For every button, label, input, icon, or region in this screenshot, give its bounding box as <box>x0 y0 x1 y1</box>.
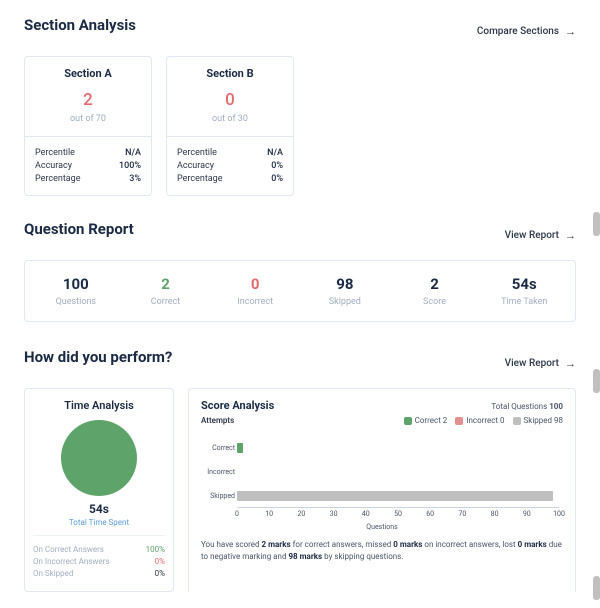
compare-sections-label: Compare Sections <box>477 26 559 37</box>
qr-cell: 98 Skipped <box>300 275 390 307</box>
scrollbar-thumb <box>593 369 600 393</box>
chart-ylabel: Correct <box>201 444 235 452</box>
legend-item: Correct 2 <box>404 416 448 425</box>
qr-label: Questions <box>31 297 121 307</box>
chart-ylabel: Skipped <box>201 492 235 500</box>
chart-xtick: 70 <box>458 510 466 518</box>
qr-cell: 2 Score <box>390 275 480 307</box>
time-stat-row: On Skipped0% <box>33 569 165 578</box>
performance-heading: How did you perform? <box>24 348 172 366</box>
qr-cell: 2 Correct <box>121 275 211 307</box>
section-cards: Section A 2 out of 70 PercentileN/A Accuracy… <box>24 56 576 196</box>
qr-value: 2 <box>121 275 211 293</box>
attempts-label: Attempts <box>201 416 234 425</box>
qr-label: Score <box>390 297 480 307</box>
legend-item: Skipped 98 <box>513 416 563 425</box>
qr-value: 98 <box>300 275 390 293</box>
chart-xtick: 30 <box>330 510 338 518</box>
time-sublabel: Total Time Spent <box>33 518 165 527</box>
section-outof: out of 30 <box>175 114 285 124</box>
view-report-link[interactable]: View Report → <box>505 229 576 242</box>
section-score: 0 <box>175 90 285 110</box>
chart-xtick: 0 <box>235 510 239 518</box>
question-report-heading: Question Report <box>24 220 134 238</box>
scrollbar-thumb <box>593 212 600 236</box>
arrow-right-icon: → <box>565 25 576 38</box>
stat-percentile: PercentileN/A <box>177 148 283 158</box>
chart-xtick: 20 <box>297 510 305 518</box>
score-analysis-card: Score Analysis Total Questions 100 Attem… <box>188 388 576 592</box>
section-title: Section B <box>175 67 285 80</box>
qr-value: 100 <box>31 275 121 293</box>
stat-percentage: Percentage0% <box>177 174 283 184</box>
stat-percentage: Percentage3% <box>35 174 141 184</box>
qr-cell: 100 Questions <box>31 275 121 307</box>
attempts-bar-chart: 0102030405060708090100CorrectIncorrectSk… <box>237 433 559 519</box>
section-analysis-heading: Section Analysis <box>24 16 136 34</box>
qr-label: Incorrect <box>210 297 300 307</box>
chart-xlabel: Questions <box>201 523 563 531</box>
view-report-link-2[interactable]: View Report → <box>505 357 576 370</box>
time-value: 54s <box>33 502 165 516</box>
qr-label: Correct <box>121 297 211 307</box>
arrow-right-icon: → <box>565 229 576 242</box>
time-stat-row: On Incorrect Answers0% <box>33 557 165 566</box>
chart-xtick: 80 <box>491 510 499 518</box>
score-summary-text: You have scored 2 marks for correct answ… <box>201 539 563 563</box>
qr-label: Time Taken <box>479 297 569 307</box>
chart-xtick: 40 <box>362 510 370 518</box>
chart-bar-row: Skipped <box>237 483 559 509</box>
total-questions: Total Questions 100 <box>491 402 563 411</box>
qr-value: 2 <box>390 275 480 293</box>
qr-label: Skipped <box>300 297 390 307</box>
stat-percentile: PercentileN/A <box>35 148 141 158</box>
section-score: 2 <box>33 90 143 110</box>
section-card[interactable]: Section A 2 out of 70 PercentileN/A Accuracy… <box>24 56 152 196</box>
stat-accuracy: Accuracy100% <box>35 161 141 171</box>
chart-xtick: 60 <box>426 510 434 518</box>
chart-legend: Correct 2 Incorrect 0 Skipped 98 <box>404 416 563 425</box>
scrollbar-thumb <box>593 576 600 600</box>
section-outof: out of 70 <box>33 114 143 124</box>
chart-xtick: 100 <box>553 510 565 518</box>
time-analysis-card: Time Analysis 54s Total Time Spent On Co… <box>24 388 174 592</box>
section-title: Section A <box>33 67 143 80</box>
chart-bar <box>237 491 553 501</box>
view-report-label: View Report <box>505 230 559 241</box>
time-analysis-title: Time Analysis <box>33 399 165 412</box>
stat-accuracy: Accuracy0% <box>177 161 283 171</box>
qr-cell: 0 Incorrect <box>210 275 300 307</box>
compare-sections-link[interactable]: Compare Sections → <box>477 25 576 38</box>
chart-xtick: 90 <box>523 510 531 518</box>
chart-xtick: 10 <box>265 510 273 518</box>
question-report-row: 100Questions2Correct0Incorrect98Skipped2… <box>24 260 576 322</box>
section-card[interactable]: Section B 0 out of 30 PercentileN/A Accuracy… <box>166 56 294 196</box>
qr-value: 54s <box>479 275 569 293</box>
time-donut-chart <box>61 420 137 496</box>
chart-xtick: 50 <box>394 510 402 518</box>
view-report-label-2: View Report <box>505 358 559 369</box>
chart-bar-row: Incorrect <box>237 459 559 485</box>
qr-value: 0 <box>210 275 300 293</box>
time-stat-row: On Correct Answers100% <box>33 545 165 554</box>
score-analysis-title: Score Analysis <box>201 399 274 412</box>
chart-bar <box>237 443 243 453</box>
legend-item: Incorrect 0 <box>455 416 504 425</box>
qr-cell: 54s Time Taken <box>479 275 569 307</box>
chart-ylabel: Incorrect <box>201 468 235 476</box>
arrow-right-icon: → <box>565 357 576 370</box>
chart-bar-row: Correct <box>237 435 559 461</box>
